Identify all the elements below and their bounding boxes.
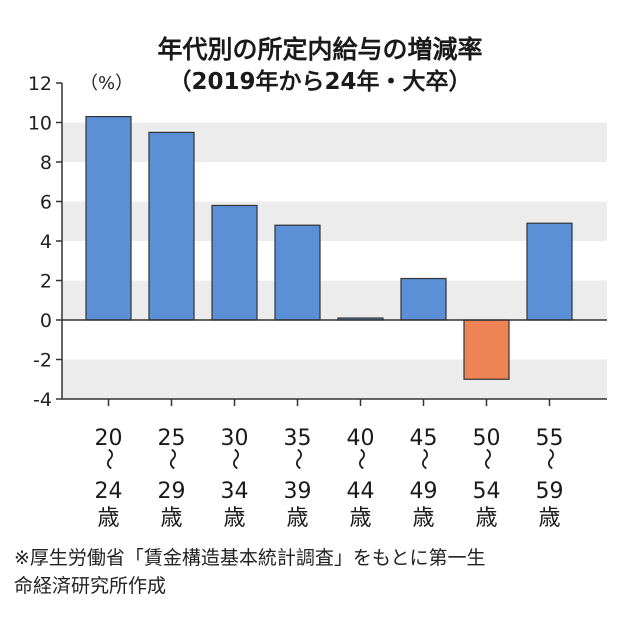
x-tick-label-to: 29 <box>158 479 186 504</box>
x-tick-label-unit: 歳 <box>97 506 119 531</box>
y-tick-label: 2 <box>40 271 52 293</box>
x-tick-label-from: 35 <box>284 426 312 451</box>
y-tick-label: -2 <box>33 350 52 372</box>
x-tick-label-unit: 歳 <box>412 506 434 531</box>
y-tick-label: 0 <box>40 310 52 332</box>
x-tick-label-unit: 歳 <box>223 506 245 531</box>
x-tick-label-separator: ～ <box>159 448 184 470</box>
x-tick-label-from: 45 <box>410 426 438 451</box>
x-tick-label-separator: ～ <box>537 448 562 470</box>
x-tick-label-unit: 歳 <box>475 506 497 531</box>
x-tick-label-to: 34 <box>221 479 249 504</box>
x-tick-label-from: 25 <box>158 426 186 451</box>
y-axis-unit: （%） <box>80 73 133 94</box>
x-tick-label-to: 44 <box>347 479 375 504</box>
x-tick-label-from: 30 <box>221 426 249 451</box>
y-tick-label: 8 <box>40 152 52 174</box>
x-tick-label-separator: ～ <box>222 448 247 470</box>
bar-55-59 <box>526 222 573 321</box>
grid-band <box>62 280 607 320</box>
grid-band <box>62 359 607 399</box>
x-tick-label-to: 39 <box>284 479 312 504</box>
chart-title: 年代別の所定内給与の増減率 <box>157 35 483 64</box>
bar-35-39 <box>274 224 321 321</box>
x-tick-label-from: 50 <box>473 426 501 451</box>
bar-30-34 <box>211 204 258 321</box>
x-tick-label-unit: 歳 <box>349 506 371 531</box>
y-tick-label: 10 <box>28 113 52 135</box>
x-tick-label-separator: ～ <box>285 448 310 470</box>
footnote-line-2: 命経済研究所作成 <box>14 575 167 597</box>
bar-25-29 <box>148 131 195 321</box>
x-tick-label-from: 20 <box>95 426 123 451</box>
x-tick-label-to: 49 <box>410 479 438 504</box>
x-tick-label-unit: 歳 <box>538 506 560 531</box>
chart-subtitle: （2019年から24年・大卒） <box>168 69 472 95</box>
bar-20-24 <box>85 115 132 321</box>
x-tick-label-separator: ～ <box>474 448 499 470</box>
x-tick-label-unit: 歳 <box>286 506 308 531</box>
x-tick-label-from: 55 <box>536 426 564 451</box>
x-tick-label-from: 40 <box>347 426 375 451</box>
x-tick-label-to: 24 <box>95 479 123 504</box>
x-tick-label-separator: ～ <box>411 448 436 470</box>
bar-50-54 <box>463 319 510 380</box>
x-tick-label-to: 59 <box>536 479 564 504</box>
y-tick-label: 6 <box>40 192 52 214</box>
footnote-line-1: ※厚生労働省「賃金構造基本統計調査」をもとに第一生 <box>14 547 486 569</box>
grid-band <box>62 122 607 162</box>
x-tick-label-to: 54 <box>473 479 501 504</box>
x-tick-label-separator: ～ <box>96 448 121 470</box>
grid-band <box>62 201 607 241</box>
x-tick-label-unit: 歳 <box>160 506 182 531</box>
bar-45-49 <box>400 277 447 321</box>
y-tick-label: -4 <box>33 389 52 411</box>
y-tick-label: 12 <box>28 73 52 95</box>
x-tick-label-separator: ～ <box>348 448 373 470</box>
bar-chart: 121086420-2-4（%）20～24歳25～29歳30～34歳35～39歳… <box>28 73 607 531</box>
y-tick-label: 4 <box>40 231 52 253</box>
